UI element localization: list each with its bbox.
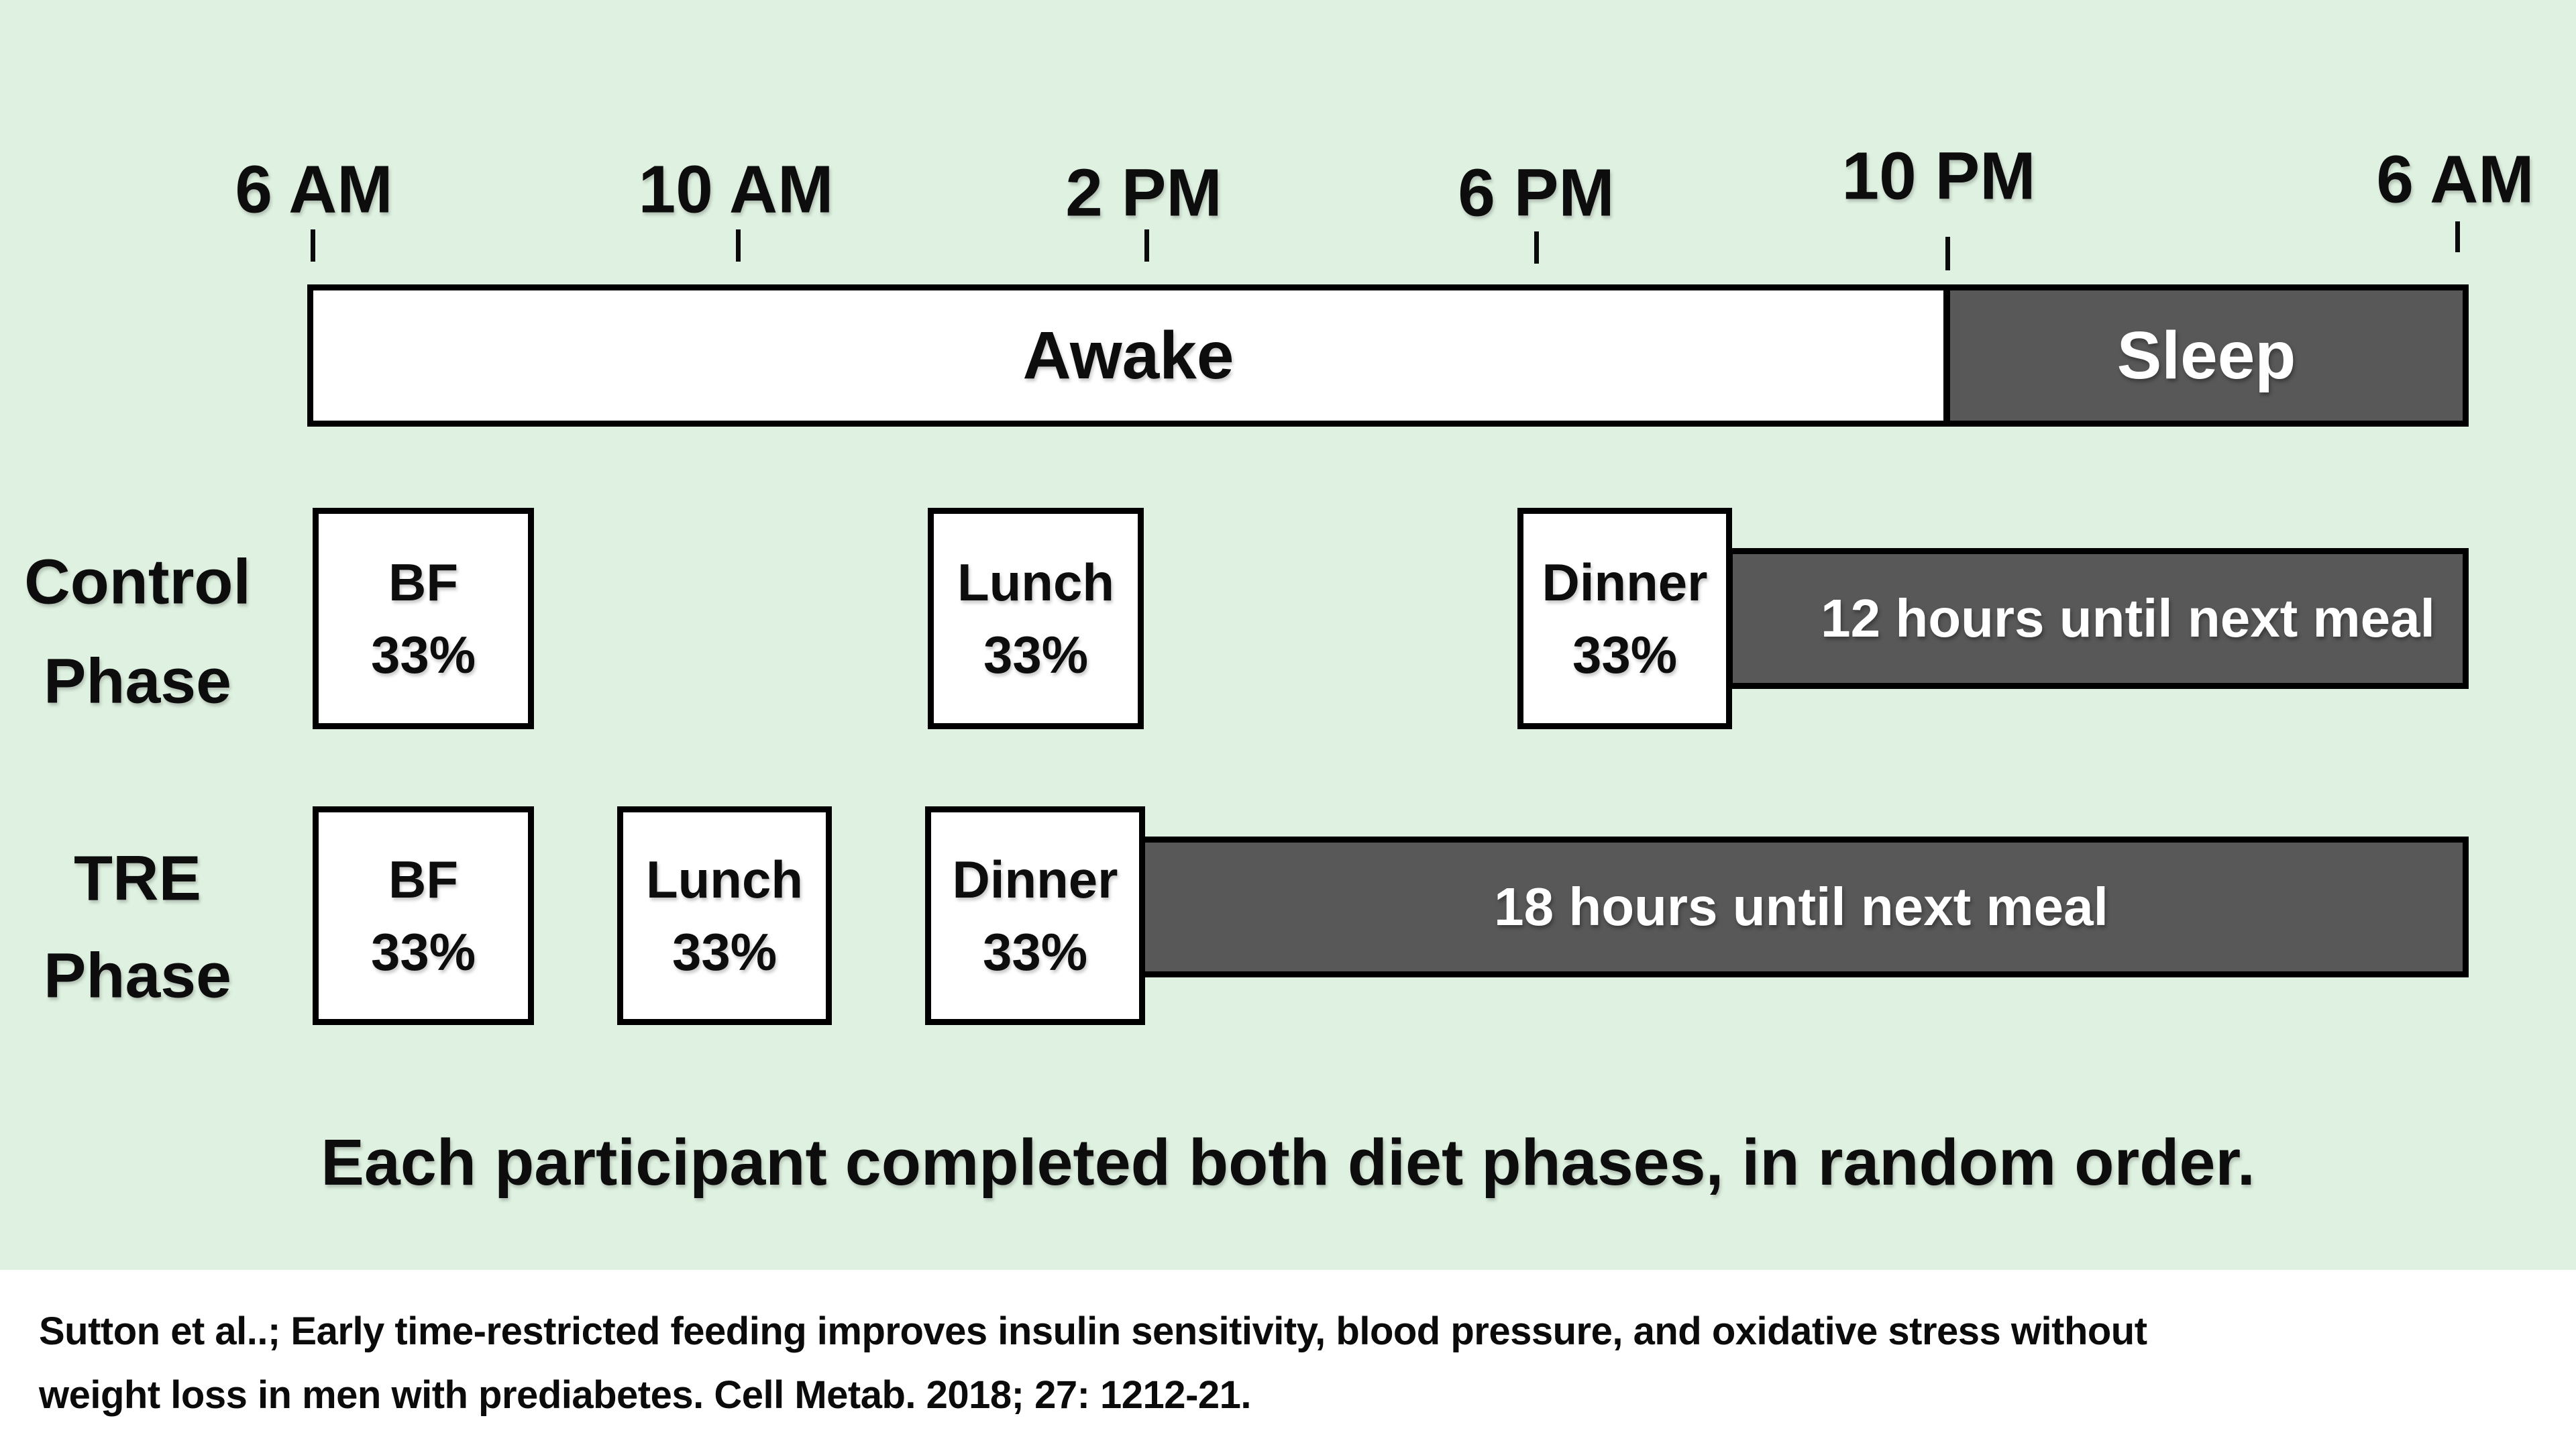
- sleep-bar: Sleep: [1944, 284, 2469, 427]
- time-label-10pm: 10 PM: [1841, 138, 2036, 214]
- tick-mark-10am: [736, 229, 741, 262]
- time-label-6am: 6 AM: [235, 152, 393, 227]
- meal-share: 33%: [370, 625, 476, 684]
- meal-name: BF: [388, 553, 458, 612]
- citation-line-1: Sutton et al..; Early time-restricted fe…: [39, 1309, 2147, 1353]
- meal-share: 33%: [1572, 625, 1678, 684]
- meal-name: Lunch: [957, 553, 1114, 612]
- time-label-10am: 10 AM: [638, 152, 834, 227]
- citation-background-strip: [0, 1270, 2576, 1449]
- time-label-2pm: 2 PM: [1065, 155, 1222, 231]
- tre-phase-label-line2: Phase: [44, 940, 231, 1012]
- footnote-text: Each participant completed both diet pha…: [321, 1126, 2255, 1199]
- meal-share: 33%: [370, 922, 476, 981]
- meal-name: Dinner: [952, 850, 1118, 909]
- tick-mark-10pm: [1945, 237, 1950, 270]
- control-breakfast-box: BF 33%: [313, 508, 534, 729]
- tick-mark-6am-next: [2455, 221, 2460, 252]
- citation-line-2: weight loss in men with prediabetes. Cel…: [39, 1373, 1252, 1417]
- control-fasting-bar-label: 12 hours until next meal: [1821, 588, 2435, 648]
- tre-breakfast-box: BF 33%: [313, 806, 534, 1025]
- tick-mark-2pm: [1144, 229, 1149, 262]
- time-label-6am-next: 6 AM: [2376, 142, 2534, 217]
- tre-fasting-bar-label: 18 hours until next meal: [1494, 877, 2108, 936]
- citation: Sutton et al..; Early time-restricted fe…: [39, 1299, 2147, 1427]
- awake-bar: Awake: [307, 284, 1949, 427]
- meal-name: Dinner: [1542, 553, 1708, 612]
- time-label-6pm: 6 PM: [1458, 155, 1615, 231]
- meal-share: 33%: [672, 922, 777, 981]
- control-phase-label-line2: Phase: [44, 645, 231, 717]
- tick-mark-6am: [311, 229, 315, 262]
- meal-name: BF: [388, 850, 458, 909]
- tre-fasting-bar: 18 hours until next meal: [1134, 837, 2469, 977]
- control-lunch-box: Lunch 33%: [928, 508, 1144, 729]
- control-phase-label-line1: Control: [24, 546, 251, 618]
- tick-mark-6pm: [1534, 231, 1539, 264]
- meal-share: 33%: [982, 922, 1088, 981]
- meal-share: 33%: [983, 625, 1089, 684]
- awake-bar-label: Awake: [1022, 317, 1234, 393]
- tre-phase-label-line1: TRE: [74, 843, 201, 914]
- tre-lunch-box: Lunch 33%: [617, 806, 832, 1025]
- sleep-bar-label: Sleep: [2116, 317, 2296, 393]
- tre-dinner-box: Dinner 33%: [925, 806, 1145, 1025]
- control-fasting-bar: 12 hours until next meal: [1727, 548, 2469, 689]
- meal-name: Lunch: [646, 850, 803, 909]
- control-dinner-box: Dinner 33%: [1517, 508, 1732, 729]
